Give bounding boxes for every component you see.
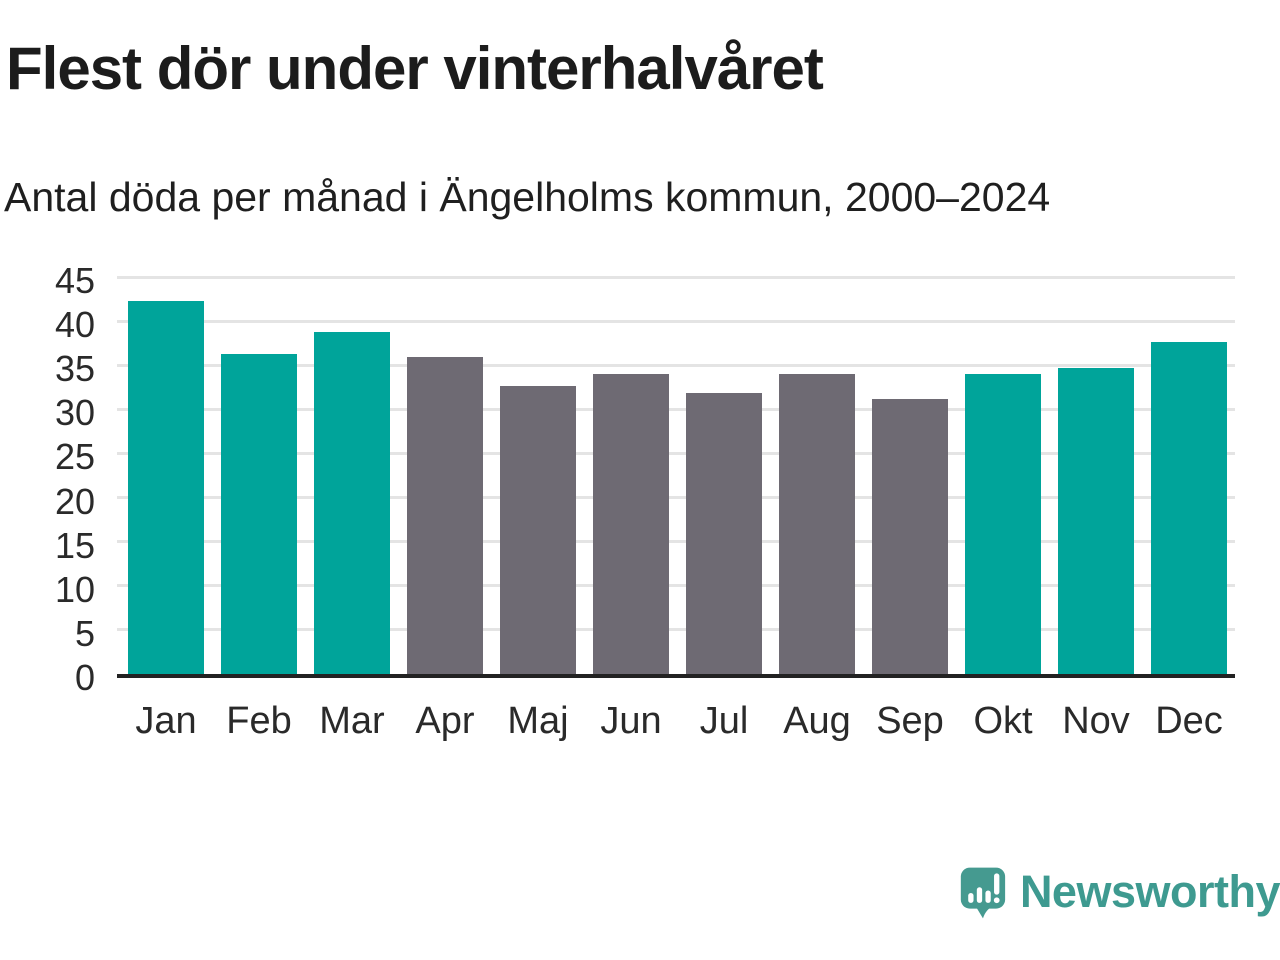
y-tick-label-10: 10 <box>54 568 95 610</box>
bar-sep <box>872 398 948 674</box>
y-tick-label-15: 15 <box>54 524 95 566</box>
x-tick-label-aug: Aug <box>783 700 851 742</box>
bar-jul <box>686 393 762 674</box>
gridline-15 <box>117 540 1235 544</box>
x-axis-labels: Jan Feb Mar Apr Maj Jun Jul Aug Sep Okt Nov Dec <box>117 700 1235 756</box>
y-tick-label-40: 40 <box>54 304 95 346</box>
newsworthy-wordmark: Newsworthy <box>1019 866 1280 917</box>
newsworthy-speech-bubble-chart-icon <box>960 867 1006 919</box>
chart-subtitle: Antal döda per månad i Ängelholms kommun… <box>4 174 1051 220</box>
y-tick-label-45: 45 <box>54 260 95 301</box>
gridline-35 <box>117 363 1235 367</box>
x-tick-label-jun: Jun <box>600 700 662 742</box>
x-tick-label-dec: Dec <box>1155 700 1223 742</box>
gridline-40 <box>117 319 1235 323</box>
y-tick-label-0: 0 <box>74 657 95 698</box>
y-tick-label-30: 30 <box>54 392 95 434</box>
bar-nov <box>1058 367 1134 674</box>
y-tick-label-25: 25 <box>54 436 95 478</box>
gridline-20 <box>117 496 1235 500</box>
gridline-45 <box>117 275 1235 279</box>
bar-aug <box>779 374 855 674</box>
y-tick-label-5: 5 <box>74 612 95 654</box>
bar-okt <box>965 374 1041 674</box>
x-tick-label-jan: Jan <box>135 700 197 742</box>
newsworthy-logo: Newsworthy <box>960 860 1280 932</box>
x-tick-label-nov: Nov <box>1062 700 1130 742</box>
page-title: Flest dör under vinterhalvåret <box>6 35 824 102</box>
x-tick-label-sep: Sep <box>876 700 944 742</box>
bar-jun <box>593 374 669 674</box>
x-tick-label-okt: Okt <box>973 700 1033 742</box>
y-tick-label-35: 35 <box>54 348 95 390</box>
y-tick-label-20: 20 <box>54 480 95 522</box>
bar-feb <box>221 353 297 674</box>
bar-dec <box>1151 342 1227 674</box>
y-axis-labels: 0 5 10 15 20 25 30 35 40 45 <box>0 261 95 698</box>
x-tick-label-feb: Feb <box>226 700 292 742</box>
plot-area <box>117 275 1235 678</box>
bar-apr <box>407 357 483 674</box>
gridline-25 <box>117 451 1235 455</box>
x-tick-label-jul: Jul <box>699 700 749 742</box>
gridline-5 <box>117 628 1235 632</box>
gridline-10 <box>117 584 1235 588</box>
x-tick-label-mar: Mar <box>319 700 385 742</box>
x-tick-label-maj: Maj <box>507 700 569 742</box>
bar-mar <box>314 331 390 674</box>
x-tick-label-apr: Apr <box>415 700 475 742</box>
gridline-30 <box>117 407 1235 411</box>
bar-maj <box>500 386 576 674</box>
bar-jan <box>128 300 204 674</box>
